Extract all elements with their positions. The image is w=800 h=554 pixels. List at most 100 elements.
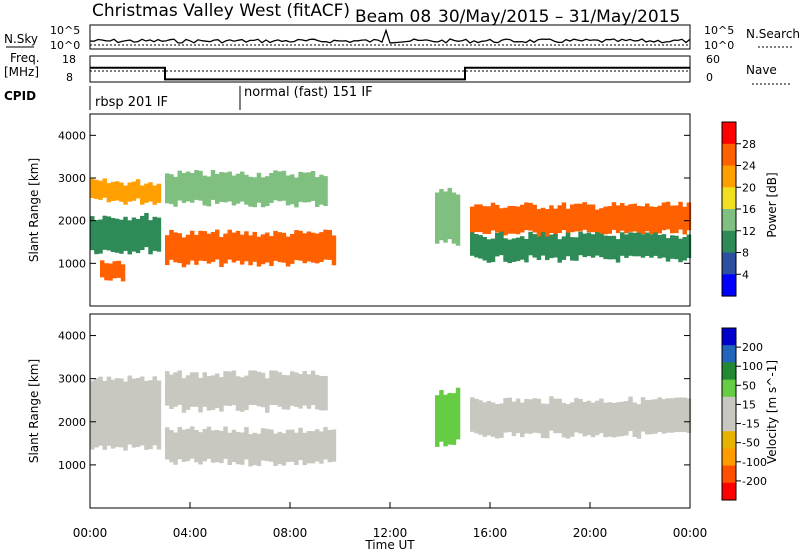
heatmap-cell (206, 426, 212, 459)
heatmap-cell (181, 237, 187, 268)
heatmap-cell (670, 235, 675, 259)
heatmap-cell (310, 171, 316, 201)
heatmap-cell (515, 206, 521, 235)
heatmap-cell (227, 432, 232, 465)
heatmap-cell (657, 397, 662, 432)
heatmap-cell (532, 204, 537, 233)
heatmap-cell (490, 402, 496, 437)
heatmap-cell (215, 229, 220, 260)
heatmap-cell (561, 402, 567, 438)
heatmap-cell (545, 209, 550, 237)
heatmap-cell (169, 430, 174, 463)
heatmap-cell (653, 399, 658, 434)
heatmap-cell (231, 175, 237, 206)
heatmap-cell (252, 432, 257, 466)
colorbar-segment (722, 143, 736, 167)
heatmap-cell (277, 431, 282, 465)
heatmap-cell (277, 171, 282, 202)
heatmap-cell (607, 402, 612, 437)
heatmap-cell (215, 429, 220, 463)
heatmap-cell (215, 174, 220, 204)
x-tick-label: 12:00 (373, 526, 408, 540)
heatmap-cell (248, 370, 253, 405)
heatmap-cell (455, 194, 461, 246)
heatmap-cell (528, 399, 533, 434)
heatmap-cell (119, 182, 124, 202)
colorbar-tick-label: 24 (742, 160, 756, 173)
heatmap-cell (482, 237, 487, 261)
heatmap-cell (235, 230, 241, 261)
heatmap-cell (256, 236, 262, 267)
y-tick-label: 3000 (58, 373, 86, 386)
heatmap-cell (194, 170, 199, 200)
heatmap-cell (586, 232, 592, 257)
heatmap-cell (323, 176, 328, 206)
heatmap-cell (290, 234, 295, 264)
heatmap-cell (590, 234, 596, 258)
time-axis-label: Time UT (364, 538, 415, 552)
heatmap-cell (285, 175, 291, 206)
heatmap-cell (152, 376, 157, 446)
heatmap-cell (177, 233, 182, 264)
nsky-tick-bottom: 10^0 (50, 39, 80, 52)
velocity-y-axis: 1000 2000 3000 4000 (58, 330, 690, 472)
heatmap-cell (331, 429, 337, 462)
heatmap-cell (131, 378, 137, 448)
colorbar-segment (722, 230, 736, 254)
heatmap-cell (536, 236, 542, 260)
heatmap-cell (273, 433, 278, 466)
heatmap-cell (219, 430, 224, 464)
colorbar-segment (722, 465, 736, 484)
heatmap-cell (223, 426, 228, 459)
heatmap-cell (665, 238, 671, 262)
heatmap-cell (294, 372, 299, 407)
heatmap-cell (256, 371, 262, 407)
heatmap-cell (451, 192, 457, 244)
heatmap-cell (315, 374, 320, 410)
heatmap-cell (511, 401, 517, 437)
colorbar-segment (722, 448, 736, 467)
heatmap-cell (298, 427, 303, 461)
heatmap-cell (620, 232, 625, 256)
heatmap-cell (198, 230, 203, 261)
heatmap-cell (524, 399, 529, 434)
heatmap-cell (657, 234, 662, 259)
heatmap-cell (90, 216, 95, 251)
heatmap-cell (240, 377, 245, 412)
heatmap-cell (131, 181, 137, 201)
colorbar-segment (722, 345, 736, 363)
freq-panel (89, 55, 691, 83)
colorbar-tick-label: 50 (742, 379, 756, 392)
frequency-line (90, 66, 690, 81)
freq-units: [MHz] (4, 65, 39, 79)
heatmap-cell (682, 237, 687, 261)
heatmap-cell (574, 397, 579, 433)
heatmap-cell (265, 378, 270, 413)
power-y-label: Slant Range [km] (27, 158, 41, 262)
heatmap-cell (181, 429, 187, 462)
heatmap-cell (227, 171, 232, 202)
heatmap-cell (507, 397, 512, 433)
heatmap-cell (116, 260, 122, 278)
heatmap-cell (503, 238, 508, 262)
heatmap-cell (248, 235, 253, 266)
heatmap-cell (110, 218, 116, 253)
heatmap-cell (686, 398, 692, 433)
heatmap-cell (123, 216, 128, 251)
heatmap-cell (135, 179, 141, 199)
heatmap-cell (310, 431, 316, 464)
heatmap-cell (115, 378, 120, 448)
colorbar-tick-label: -100 (742, 456, 767, 469)
heatmap-cell (474, 234, 479, 258)
heatmap-cell (144, 213, 149, 248)
heatmap-cell (570, 402, 575, 437)
heatmap-cell (607, 235, 612, 260)
heatmap-cell (503, 207, 508, 236)
heatmap-cell (306, 431, 312, 464)
heatmap-cell (435, 192, 440, 244)
heatmap-cell (294, 230, 299, 260)
heatmap-cell (557, 205, 562, 233)
heatmap-cell (649, 206, 654, 235)
heatmap-cell (156, 183, 162, 203)
y-tick-label: 4000 (58, 330, 86, 343)
